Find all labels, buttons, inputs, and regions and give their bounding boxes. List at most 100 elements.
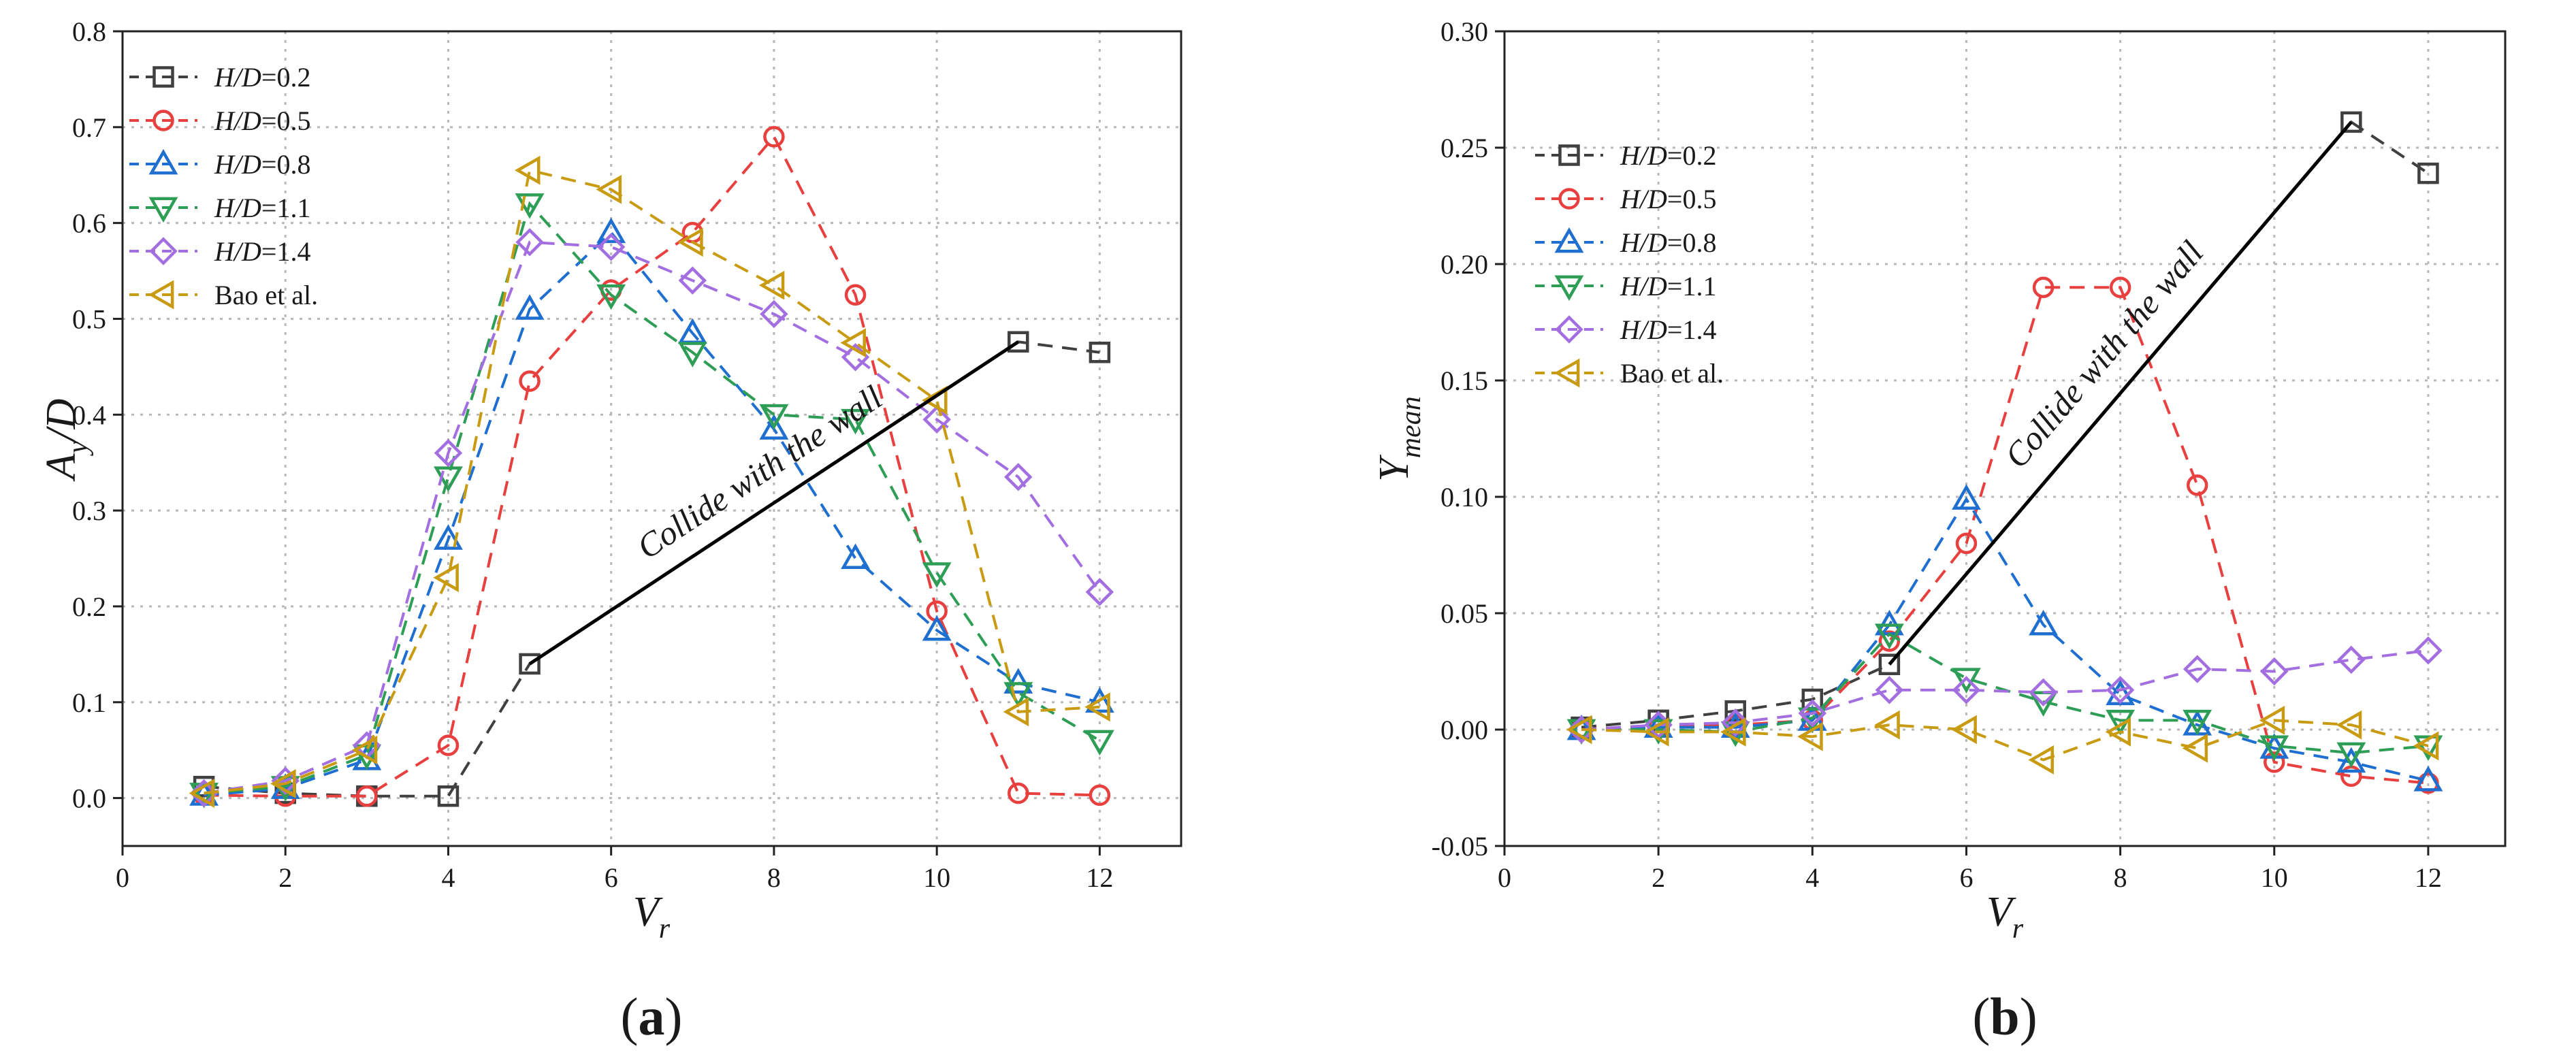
data-point (515, 294, 545, 320)
annotation: Collide with the wall (1888, 120, 2353, 666)
data-point (2029, 678, 2058, 707)
legend-label-rest: =0.2 (1667, 140, 1717, 171)
data-point (1878, 653, 1901, 675)
legend-label-rest: =1.4 (1667, 314, 1717, 345)
series-line (204, 168, 1100, 795)
data-point (1874, 710, 1900, 740)
y-tick-label: 0.10 (1440, 482, 1488, 512)
chart-panel-b: 0 2 4 6 8 10 12 -0.05 0.00 0.05 0.10 0.15 0.20 0.25 0.… (1371, 16, 2507, 1046)
data-point (1875, 676, 1904, 704)
series-line (204, 240, 1101, 795)
legend-label-rest: =0.8 (261, 149, 311, 180)
x-tick-label: 2 (1652, 862, 1665, 893)
legend-label: H/D=1.1 (214, 193, 310, 223)
data-point (2032, 276, 2055, 298)
data-point (437, 785, 460, 807)
annotation-text: Collide with the wall (1997, 233, 2211, 475)
y-tick-label: 0.5 (72, 304, 106, 334)
x-tick-label: 8 (767, 862, 781, 893)
data-point (2260, 657, 2289, 686)
data-point (596, 284, 626, 310)
data-point (2336, 710, 2362, 740)
data-point (351, 735, 378, 765)
annotation-line (1888, 120, 2353, 666)
data-point (922, 385, 948, 415)
legend-label-italic: H/D (1620, 227, 1667, 258)
legend-label-rest: =1.4 (261, 236, 311, 267)
legend-label: H/D=0.8 (1620, 227, 1716, 258)
data-point (1724, 700, 1746, 722)
series-bao-et-al- (189, 155, 1110, 808)
data-point (759, 404, 789, 430)
data-point (1566, 715, 1592, 745)
legend-label-rest: =0.5 (261, 105, 311, 136)
data-point (1721, 708, 1750, 737)
data-point (1008, 331, 1029, 353)
legend-label: H/D=0.2 (214, 62, 310, 93)
y-axis-title: Ymean (1371, 396, 1427, 481)
data-point (759, 414, 789, 440)
data-point (2413, 766, 2443, 792)
data-point (2336, 747, 2366, 773)
data-point (2414, 636, 2443, 665)
panel-label-letter: b (1990, 987, 2019, 1046)
x-axis-title: Vr (633, 889, 671, 945)
legend-label: H/D=0.5 (214, 105, 310, 136)
grid (1504, 31, 2505, 846)
data-point (434, 438, 463, 468)
data-point (1952, 484, 1981, 510)
legend-label: H/D=0.8 (214, 149, 310, 180)
data-point (2182, 733, 2208, 763)
data-point (2413, 731, 2439, 761)
legend-label-italic: H/D (1620, 271, 1667, 302)
data-point (1951, 715, 1977, 745)
tick-labels: 0 2 4 6 8 10 12 0.0 0.1 0.2 0.3 0.4 0.5 0.6 0.7 0.8 (72, 16, 1113, 893)
y-axis-title-subscript: y (63, 440, 94, 456)
legend-marker (1555, 315, 1583, 344)
panel-label-close: ) (2020, 987, 2038, 1046)
series-line (1581, 649, 2429, 731)
data-point (677, 227, 703, 257)
panel-label-open: ( (621, 987, 639, 1046)
legend-label-rest: =1.1 (261, 193, 311, 223)
y-tick-label: 0.2 (72, 591, 106, 622)
data-point (1084, 730, 1114, 756)
series-h-d-0-5 (193, 126, 1111, 807)
data-point (1085, 578, 1114, 606)
series-line (204, 340, 1100, 798)
data-point (2186, 474, 2208, 496)
data-point (760, 299, 788, 329)
legend-label-rest: =1.1 (1667, 271, 1717, 302)
x-tick-label: 2 (278, 862, 292, 893)
data-point (519, 370, 541, 392)
data-point (2336, 742, 2366, 768)
data-point (1878, 630, 1901, 652)
data-point (596, 174, 622, 204)
y-tick-label: 0.1 (72, 687, 106, 718)
legend-label-italic: H/D (1620, 140, 1667, 171)
data-point (519, 653, 541, 675)
data-point (1089, 784, 1111, 807)
series-line (1581, 632, 2429, 755)
plot-frame (1503, 30, 2507, 847)
data-point (2106, 676, 2135, 704)
legend-label-italic: H/D (214, 236, 261, 267)
tick-labels: 0 2 4 6 8 10 12 -0.05 0.00 0.05 0.10 0.15 0.20 0.25 0.… (1432, 16, 2442, 893)
y-tick-label: 0.25 (1440, 133, 1488, 163)
data-point (2028, 745, 2054, 775)
panel-label-open: ( (1972, 987, 1990, 1046)
legend-marker (149, 237, 178, 265)
data-point (2259, 735, 2289, 762)
data-point (1003, 697, 1029, 727)
data-point (2183, 709, 2212, 736)
data-point (1008, 782, 1029, 804)
x-tick-label: 12 (2415, 862, 2442, 893)
data-point (1952, 676, 1981, 704)
y-axis-title-main: A (38, 453, 84, 482)
series-h-d-1-1 (189, 193, 1114, 809)
series-line (204, 134, 1100, 798)
series-h-d-0-5 (1571, 276, 2439, 794)
legend-label: H/D=0.2 (1620, 140, 1716, 171)
legend-marker (148, 197, 178, 223)
